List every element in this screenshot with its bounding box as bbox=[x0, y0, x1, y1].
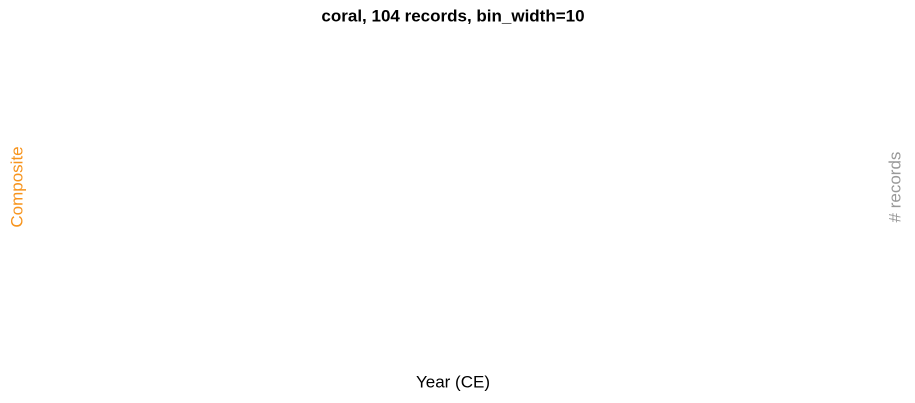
x-axis-label: Year (CE) bbox=[416, 372, 490, 391]
y2-axis-label: # records bbox=[885, 152, 904, 223]
chart-title: coral, 104 records, bin_width=10 bbox=[321, 6, 584, 25]
y-axis-label: Composite bbox=[7, 146, 26, 227]
